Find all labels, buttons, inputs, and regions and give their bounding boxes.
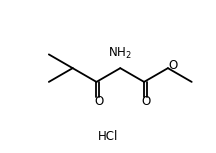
Text: O: O xyxy=(142,95,151,108)
Text: O: O xyxy=(168,59,177,72)
Text: O: O xyxy=(94,95,103,108)
Text: NH$_2$: NH$_2$ xyxy=(108,46,132,61)
Text: HCl: HCl xyxy=(98,130,118,143)
